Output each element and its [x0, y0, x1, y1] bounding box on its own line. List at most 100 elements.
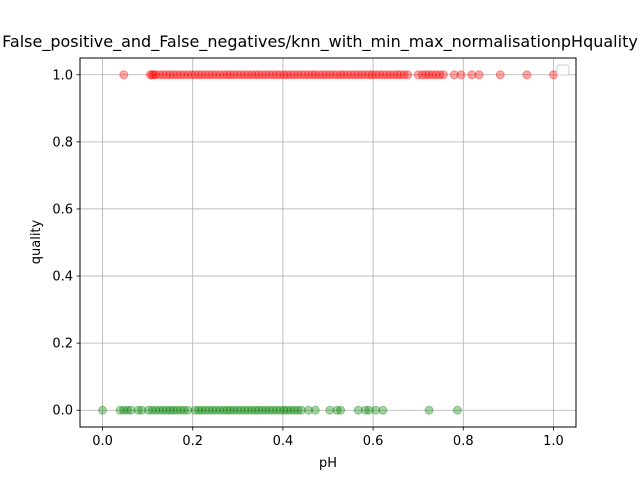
scatter-point [304, 70, 314, 80]
scatter-point [456, 70, 466, 80]
scatter-point [268, 405, 278, 415]
scatter-point [147, 405, 157, 415]
scatter-point [467, 70, 477, 80]
scatter-point [378, 70, 388, 80]
scatter-point [144, 405, 154, 415]
scatter-point [158, 405, 168, 415]
scatter-point [197, 70, 207, 80]
scatter-point [382, 70, 392, 80]
scatter-point [119, 405, 129, 415]
scatter-point [336, 70, 346, 80]
scatter-point [264, 405, 274, 415]
scatter-point [204, 405, 214, 415]
scatter-point [222, 405, 232, 415]
scatter-point [229, 70, 239, 80]
y-tick-label: 0.6 [52, 202, 73, 217]
x-axis-label: pH [319, 456, 337, 471]
scatter-point [154, 405, 164, 415]
scatter-point [364, 405, 374, 415]
scatter-point [275, 405, 285, 415]
y-axis-label: quality [29, 219, 44, 264]
scatter-point [350, 70, 360, 80]
scatter-point [247, 405, 257, 415]
scatter-point [186, 70, 196, 80]
y-tick-label: 0.0 [52, 404, 73, 419]
scatter-point [272, 405, 282, 415]
ticks-layer: 0.0 0.2 0.4 0.6 0.8 1.0 0.0 0.2 0.4 0.6 0.8 1.0 [52, 68, 563, 449]
scatter-point [204, 70, 214, 80]
scatter-point [328, 70, 338, 80]
scatter-point [162, 70, 172, 80]
scatter-point [332, 405, 342, 415]
scatter-point [357, 70, 367, 80]
grid-layer [80, 58, 576, 427]
scatter-point [232, 70, 242, 80]
scatter-point [200, 70, 210, 80]
y-tick-label: 1.0 [52, 68, 73, 83]
scatter-point [474, 70, 484, 80]
scatter-point [321, 70, 331, 80]
x-tick-label: 0.4 [273, 434, 294, 449]
scatter-point [215, 70, 225, 80]
scatter-point [176, 70, 186, 80]
scatter-point [495, 70, 505, 80]
scatter-point [367, 70, 377, 80]
x-tick-label: 0.0 [92, 434, 113, 449]
scatter-point [360, 70, 370, 80]
scatter-point [360, 405, 370, 415]
scatter-point [293, 405, 303, 415]
scatter-point [275, 70, 285, 80]
scatter-point [307, 70, 317, 80]
scatter-point [300, 70, 310, 80]
scatter-point [310, 70, 320, 80]
scatter-point [158, 70, 168, 80]
scatter-point [250, 70, 260, 80]
scatter-point [403, 70, 413, 80]
scatter-point [168, 70, 178, 80]
scatter-point [421, 70, 431, 80]
scatter-point [240, 70, 250, 80]
scatter-point [374, 70, 384, 80]
scatter-point [296, 70, 306, 80]
scatter-point [389, 70, 399, 80]
scatter-point [162, 405, 172, 415]
scatter-point [399, 70, 409, 80]
scatter-point [296, 405, 306, 415]
scatter-point [208, 405, 218, 415]
scatter-point [119, 70, 129, 80]
scatter-point [353, 70, 363, 80]
scatter-point [250, 405, 260, 415]
scatter-point [243, 405, 253, 415]
scatter-point [194, 70, 204, 80]
scatter-point [179, 70, 189, 80]
scatter-point [222, 70, 232, 80]
scatter-point [548, 70, 558, 80]
y-tick-label: 0.2 [52, 337, 73, 352]
scatter-point [190, 405, 200, 415]
chart-title: False_positive_and_False_negatives/knn_w… [2, 32, 638, 52]
scatter-point [149, 70, 159, 80]
scatter-point [145, 70, 155, 80]
scatter-point [197, 405, 207, 415]
scatter-point [165, 70, 175, 80]
scatter-point [413, 70, 423, 80]
scatter-point [261, 70, 271, 80]
scatter-point [211, 405, 221, 415]
scatter-point [194, 405, 204, 415]
scatter-point [218, 70, 228, 80]
scatter-point [247, 70, 257, 80]
scatter-point [257, 405, 267, 415]
scatter-point [98, 405, 108, 415]
scatter-point [449, 70, 459, 80]
scatter-point [289, 405, 299, 415]
scatter-point [151, 405, 161, 415]
scatter-point [392, 70, 402, 80]
scatter-point [286, 405, 296, 415]
scatter-point [243, 70, 253, 80]
scatter-point [325, 70, 335, 80]
scatter-point [371, 405, 381, 415]
scatter-point [325, 405, 335, 415]
scatter-point [336, 405, 346, 415]
scatter-point [236, 70, 246, 80]
